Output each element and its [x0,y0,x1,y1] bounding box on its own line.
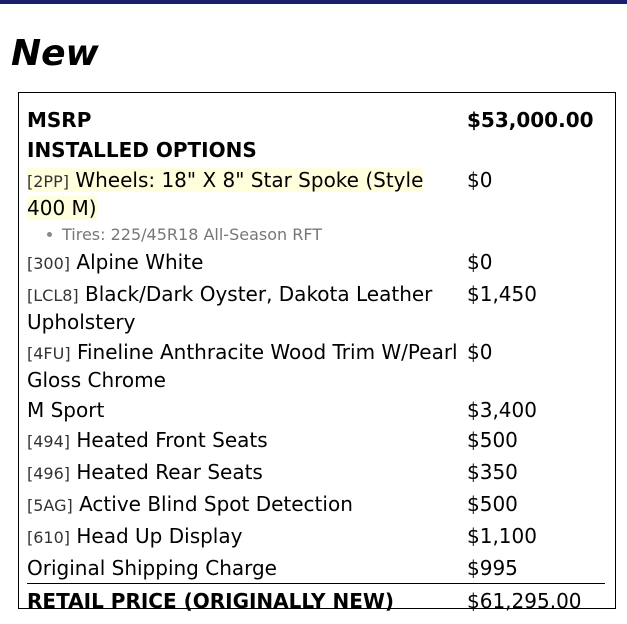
option-name: Head Up Display [76,524,243,548]
option-name: Heated Front Seats [76,428,268,452]
option-name: Alpine White [76,250,204,274]
option-code: [300] [27,254,71,273]
option-name: Original Shipping Charge [27,556,277,580]
option-code: [LCL8] [27,286,79,305]
option-price: $350 [467,460,518,484]
option-text: [494] Heated Front Seats [27,428,268,452]
option-row: [2PP] Wheels: 18" X 8" Star Spoke (Style… [27,165,605,223]
option-text: [300] Alpine White [27,250,203,274]
option-name: Fineline Anthracite Wood Trim W/Pearl Gl… [27,340,458,392]
installed-options-label: INSTALLED OPTIONS [27,138,257,162]
option-name: M Sport [27,398,105,422]
option-name-cell: [LCL8] Black/Dark Oyster, Dakota Leather… [27,279,467,337]
option-name-cell: Original Shipping Charge [27,553,467,584]
option-code: [610] [27,528,71,547]
option-price: $1,450 [467,282,537,306]
option-name-cell: [5AG] Active Blind Spot Detection [27,489,467,521]
option-name-cell: [496] Heated Rear Seats [27,457,467,489]
top-bar [0,0,627,4]
option-name-cell: [2PP] Wheels: 18" X 8" Star Spoke (Style… [27,165,467,223]
option-code: [494] [27,432,71,451]
option-text: [LCL8] Black/Dark Oyster, Dakota Leather… [27,282,432,334]
option-row: [496] Heated Rear Seats $350 [27,457,605,489]
page-title: New [11,33,99,74]
option-price: $3,400 [467,398,537,422]
option-row: Original Shipping Charge $995 [27,553,605,584]
option-price: $0 [467,250,493,274]
option-code: [4FU] [27,344,71,363]
option-detail-text: Tires: 225/45R18 All-Season RFT [62,225,323,244]
option-detail: Tires: 225/45R18 All-Season RFT [27,223,605,247]
option-code: [2PP] [27,172,69,191]
option-name-cell: [300] Alpine White [27,247,467,279]
msrp-label: MSRP [27,108,92,132]
option-name: Active Blind Spot Detection [79,492,353,516]
option-row: [494] Heated Front Seats $500 [27,425,605,457]
msrp-row: MSRP $53,000.00 [27,105,605,135]
option-text: M Sport [27,398,104,422]
option-code: [496] [27,464,71,483]
option-price: $0 [467,168,493,192]
msrp-price: $53,000.00 [467,108,594,132]
total-label: RETAIL PRICE (ORIGINALLY NEW) [27,583,467,616]
bullet-icon [47,231,52,237]
option-name-cell: M Sport [27,395,467,425]
window-sticker-box: MSRP $53,000.00 INSTALLED OPTIONS [2PP] … [18,92,616,616]
total-row: RETAIL PRICE (ORIGINALLY NEW) $61,295.00 [27,583,605,616]
option-price: $995 [467,556,518,580]
option-row: [LCL8] Black/Dark Oyster, Dakota Leather… [27,279,605,337]
option-row: M Sport $3,400 [27,395,605,425]
option-price: $0 [467,340,493,364]
option-row: [610] Head Up Display $1,100 [27,521,605,553]
option-price: $1,100 [467,524,537,548]
option-text: [496] Heated Rear Seats [27,460,263,484]
option-name-cell: [4FU] Fineline Anthracite Wood Trim W/Pe… [27,337,467,395]
option-text: [2PP] Wheels: 18" X 8" Star Spoke (Style… [27,168,424,220]
option-text: [4FU] Fineline Anthracite Wood Trim W/Pe… [27,340,458,392]
option-name: Wheels: 18" X 8" Star Spoke (Style 400 M… [27,168,424,220]
option-row: [5AG] Active Blind Spot Detection $500 [27,489,605,521]
option-name: Heated Rear Seats [76,460,263,484]
option-name: Black/Dark Oyster, Dakota Leather Uphols… [27,282,433,334]
price-table: MSRP $53,000.00 INSTALLED OPTIONS [2PP] … [27,105,605,616]
option-text: Original Shipping Charge [27,556,277,580]
option-detail-row: Tires: 225/45R18 All-Season RFT [27,223,605,247]
option-name-cell: [610] Head Up Display [27,521,467,553]
option-price: $500 [467,492,518,516]
option-row: [4FU] Fineline Anthracite Wood Trim W/Pe… [27,337,605,395]
total-price: $61,295.00 [467,583,605,616]
option-text: [5AG] Active Blind Spot Detection [27,492,353,516]
option-price: $500 [467,428,518,452]
installed-options-header: INSTALLED OPTIONS [27,135,605,165]
option-text: [610] Head Up Display [27,524,242,548]
option-name-cell: [494] Heated Front Seats [27,425,467,457]
option-code: [5AG] [27,496,73,515]
option-row: [300] Alpine White $0 [27,247,605,279]
